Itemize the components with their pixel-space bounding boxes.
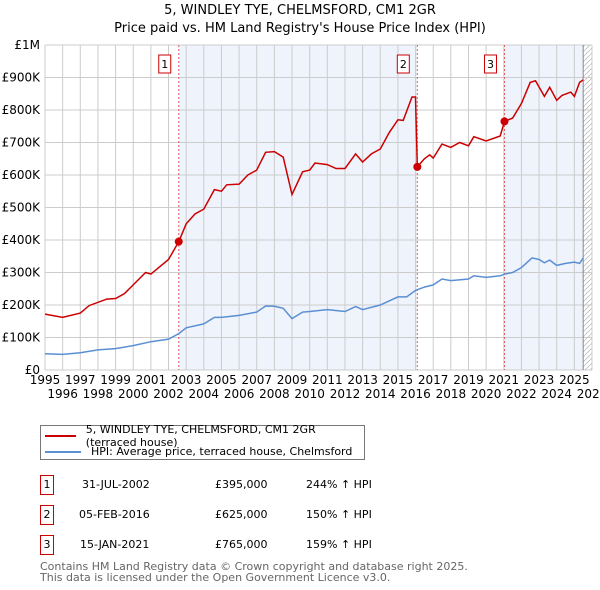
sale-price: £395,000 — [215, 478, 268, 491]
x-tick-label: 2008 — [259, 387, 290, 401]
legend: 5, WINDLEY TYE, CHELMSFORD, CM1 2GR (ter… — [40, 423, 365, 460]
footer-copyright: Contains HM Land Registry data © Crown c… — [40, 560, 468, 573]
price-chart: 1995199619971998199920002001200220032004… — [2, 38, 600, 401]
x-tick-label: 2003 — [171, 373, 202, 387]
sale-date: 31-JUL-2002 — [82, 478, 150, 491]
sale-marker-box — [396, 54, 410, 74]
x-tick-label: 2006 — [224, 387, 255, 401]
footer-licence: This data is licensed under the Open Gov… — [40, 571, 391, 584]
sale-marker-box — [483, 54, 497, 74]
sale-date: 15-JAN-2021 — [80, 538, 150, 551]
x-tick-label: 1998 — [83, 387, 114, 401]
chart-subtitle: Price paid vs. HM Land Registry's House … — [114, 21, 486, 36]
x-tick-label: 2016 — [400, 387, 431, 401]
sale-price: £765,000 — [215, 538, 268, 551]
legend-item-hpi: HPI: Average price, terraced house, Chel… — [45, 443, 352, 460]
sale-point — [174, 237, 183, 246]
x-tick-label: 2025 — [559, 373, 590, 387]
y-tick-label: £0 — [25, 363, 40, 377]
x-tick-label: 2021 — [489, 373, 520, 387]
x-tick-label: 2022 — [506, 387, 537, 401]
x-tick-label: 1995 — [30, 373, 61, 387]
sale-marker-box: 3 — [40, 535, 54, 555]
x-tick-label: 2018 — [436, 387, 467, 401]
x-tick-label: 2004 — [189, 387, 220, 401]
legend-label-property: 5, WINDLEY TYE, CHELMSFORD, CM1 2GR (ter… — [85, 422, 316, 449]
x-tick-label: 2026 — [577, 387, 600, 401]
x-tick-label: 2013 — [347, 373, 378, 387]
y-tick-label: £700K — [2, 136, 42, 150]
x-tick-label: 1999 — [100, 373, 131, 387]
x-tick-label: 2002 — [153, 387, 184, 401]
legend-item-property: 5, WINDLEY TYE, CHELMSFORD, CM1 2GR (ter… — [45, 423, 364, 449]
y-tick-label: £500K — [2, 201, 42, 215]
y-tick-label: £800K — [2, 103, 42, 117]
x-tick-label: 2005 — [206, 373, 237, 387]
x-tick-label: 2001 — [136, 373, 167, 387]
hpi-line — [44, 257, 584, 356]
sale-price: £625,000 — [215, 508, 268, 521]
y-tick-label: £600K — [2, 168, 42, 182]
x-tick-label: 2000 — [118, 387, 149, 401]
sale-point — [413, 162, 422, 171]
x-tick-label: 2019 — [453, 373, 484, 387]
sale-marker-box: 2 — [40, 505, 54, 525]
x-tick-label: 2011 — [312, 373, 343, 387]
sale-marker-label: 3 — [487, 58, 494, 71]
y-tick-label: £200K — [2, 298, 42, 312]
x-tick-label: 2012 — [330, 387, 361, 401]
y-tick-label: £400K — [2, 233, 42, 247]
x-tick-label: 2009 — [277, 373, 308, 387]
legend-swatch-property — [45, 434, 76, 437]
x-tick-label: 2017 — [418, 373, 449, 387]
property-price-line — [44, 79, 584, 319]
y-tick-label: £900K — [2, 71, 42, 85]
x-tick-label: 1997 — [65, 373, 96, 387]
sale-hpi-change: 159% ↑ HPI — [306, 538, 372, 551]
x-tick-label: 2024 — [541, 387, 572, 401]
y-tick-label: £300K — [2, 266, 42, 280]
legend-swatch-hpi — [45, 450, 81, 453]
sale-marker-box — [158, 54, 172, 74]
x-tick-label: 2023 — [524, 373, 555, 387]
sale-date: 05-FEB-2016 — [79, 508, 150, 521]
y-tick-label: £100K — [2, 331, 42, 345]
x-tick-label: 2015 — [383, 373, 414, 387]
x-tick-label: 2007 — [241, 373, 272, 387]
sale-marker-label: 1 — [161, 58, 168, 71]
legend-label-hpi: HPI: Average price, terraced house, Chel… — [91, 445, 353, 458]
x-tick-label: 2010 — [294, 387, 325, 401]
sale-marker-label: 2 — [400, 58, 407, 71]
sale-hpi-change: 150% ↑ HPI — [306, 508, 372, 521]
sale-marker-box: 1 — [40, 475, 54, 495]
x-tick-label: 2014 — [365, 387, 396, 401]
x-tick-label: 1996 — [47, 387, 78, 401]
sale-hpi-change: 244% ↑ HPI — [306, 478, 372, 491]
chart-title: 5, WINDLEY TYE, CHELMSFORD, CM1 2GR — [164, 3, 436, 18]
x-tick-label: 2020 — [471, 387, 502, 401]
sale-point — [500, 117, 509, 126]
y-tick-label: £1M — [14, 38, 40, 52]
